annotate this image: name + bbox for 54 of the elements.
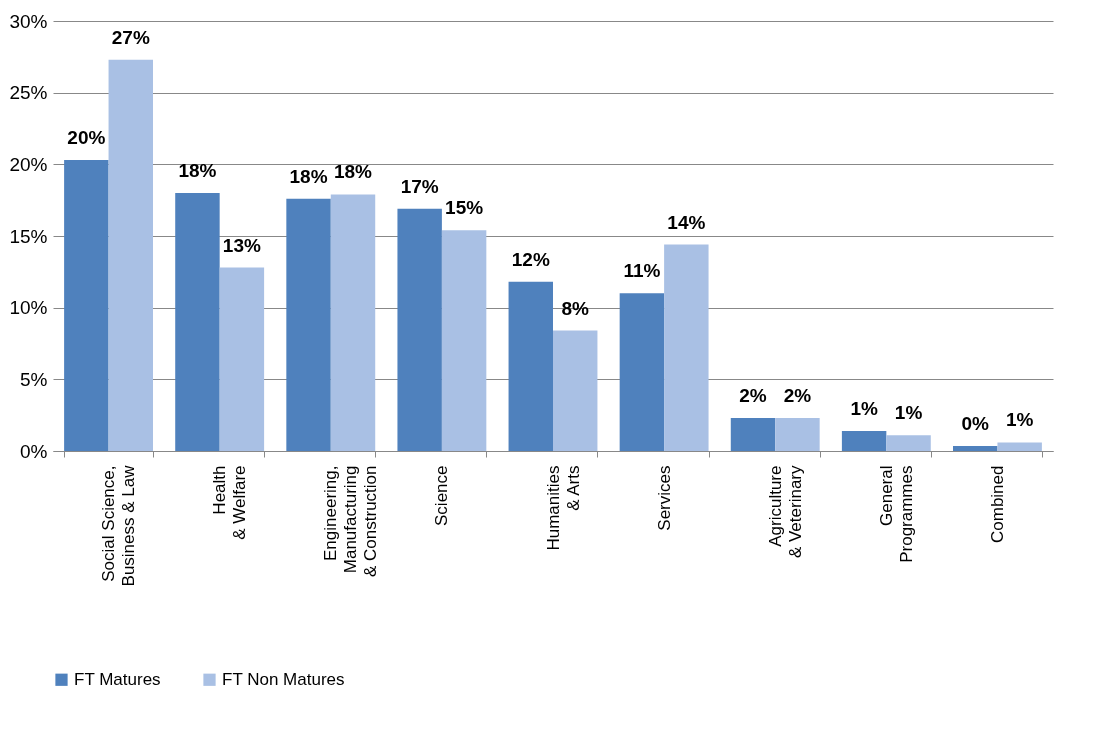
- x-tick-label: Humanities & Arts: [543, 465, 583, 551]
- data-label: 2%: [739, 385, 767, 407]
- bar: [775, 418, 820, 451]
- legend-label: FT Non Matures: [222, 669, 345, 689]
- data-label: 0%: [961, 412, 990, 434]
- data-label: 13%: [222, 234, 262, 256]
- bar: [397, 208, 442, 451]
- bar: [286, 198, 331, 451]
- data-label: 20%: [67, 127, 106, 149]
- bar: [64, 160, 109, 451]
- data-label: 1%: [1005, 409, 1034, 431]
- bar: [175, 193, 220, 451]
- x-tick-label: Social Science, Business & Law: [99, 464, 139, 587]
- x-tick-label: Services: [654, 465, 674, 531]
- bar: [553, 330, 598, 451]
- data-label: 18%: [333, 161, 373, 183]
- data-label: 18%: [289, 165, 328, 187]
- y-tick-label: 5%: [20, 368, 48, 390]
- data-label: 12%: [511, 248, 550, 270]
- y-tick-label: 25%: [9, 82, 48, 104]
- y-tick-label: 30%: [9, 10, 48, 32]
- x-tick-label: Combined: [987, 465, 1007, 543]
- y-tick-label: 10%: [9, 297, 48, 319]
- x-tick-label: Health & Welfare: [210, 465, 250, 540]
- bar: [108, 59, 153, 451]
- data-label: 2%: [783, 385, 812, 407]
- bar: [219, 267, 265, 451]
- x-tick-label: Agriculture & Veterinary: [765, 465, 805, 559]
- legend-label: FT Matures: [74, 669, 161, 689]
- x-tick-label: Science: [432, 465, 452, 526]
- data-label: 1%: [850, 397, 878, 419]
- bar: [619, 293, 665, 451]
- bar: [841, 430, 887, 451]
- data-label: 15%: [445, 197, 484, 219]
- bar: [953, 445, 998, 451]
- y-tick-label: 0%: [20, 440, 48, 462]
- bar: [508, 281, 553, 451]
- bar: [730, 418, 776, 451]
- bar: [441, 230, 487, 451]
- data-label: 18%: [178, 160, 217, 181]
- data-label: 27%: [111, 26, 150, 48]
- bar: [997, 442, 1042, 451]
- x-tick-label: Engineering, Manufacturing & Construction: [321, 465, 381, 577]
- data-label: 11%: [623, 260, 661, 282]
- data-label: 1%: [894, 402, 923, 424]
- y-tick-label: 15%: [9, 225, 48, 247]
- bar: [886, 435, 931, 451]
- bar: [330, 194, 376, 451]
- bar: [664, 244, 709, 451]
- x-tick-label: General Programmes: [876, 465, 916, 563]
- y-tick-label: 20%: [9, 153, 48, 175]
- data-label: 17%: [400, 175, 439, 197]
- data-label: 14%: [667, 211, 706, 233]
- data-label: 8%: [561, 297, 590, 319]
